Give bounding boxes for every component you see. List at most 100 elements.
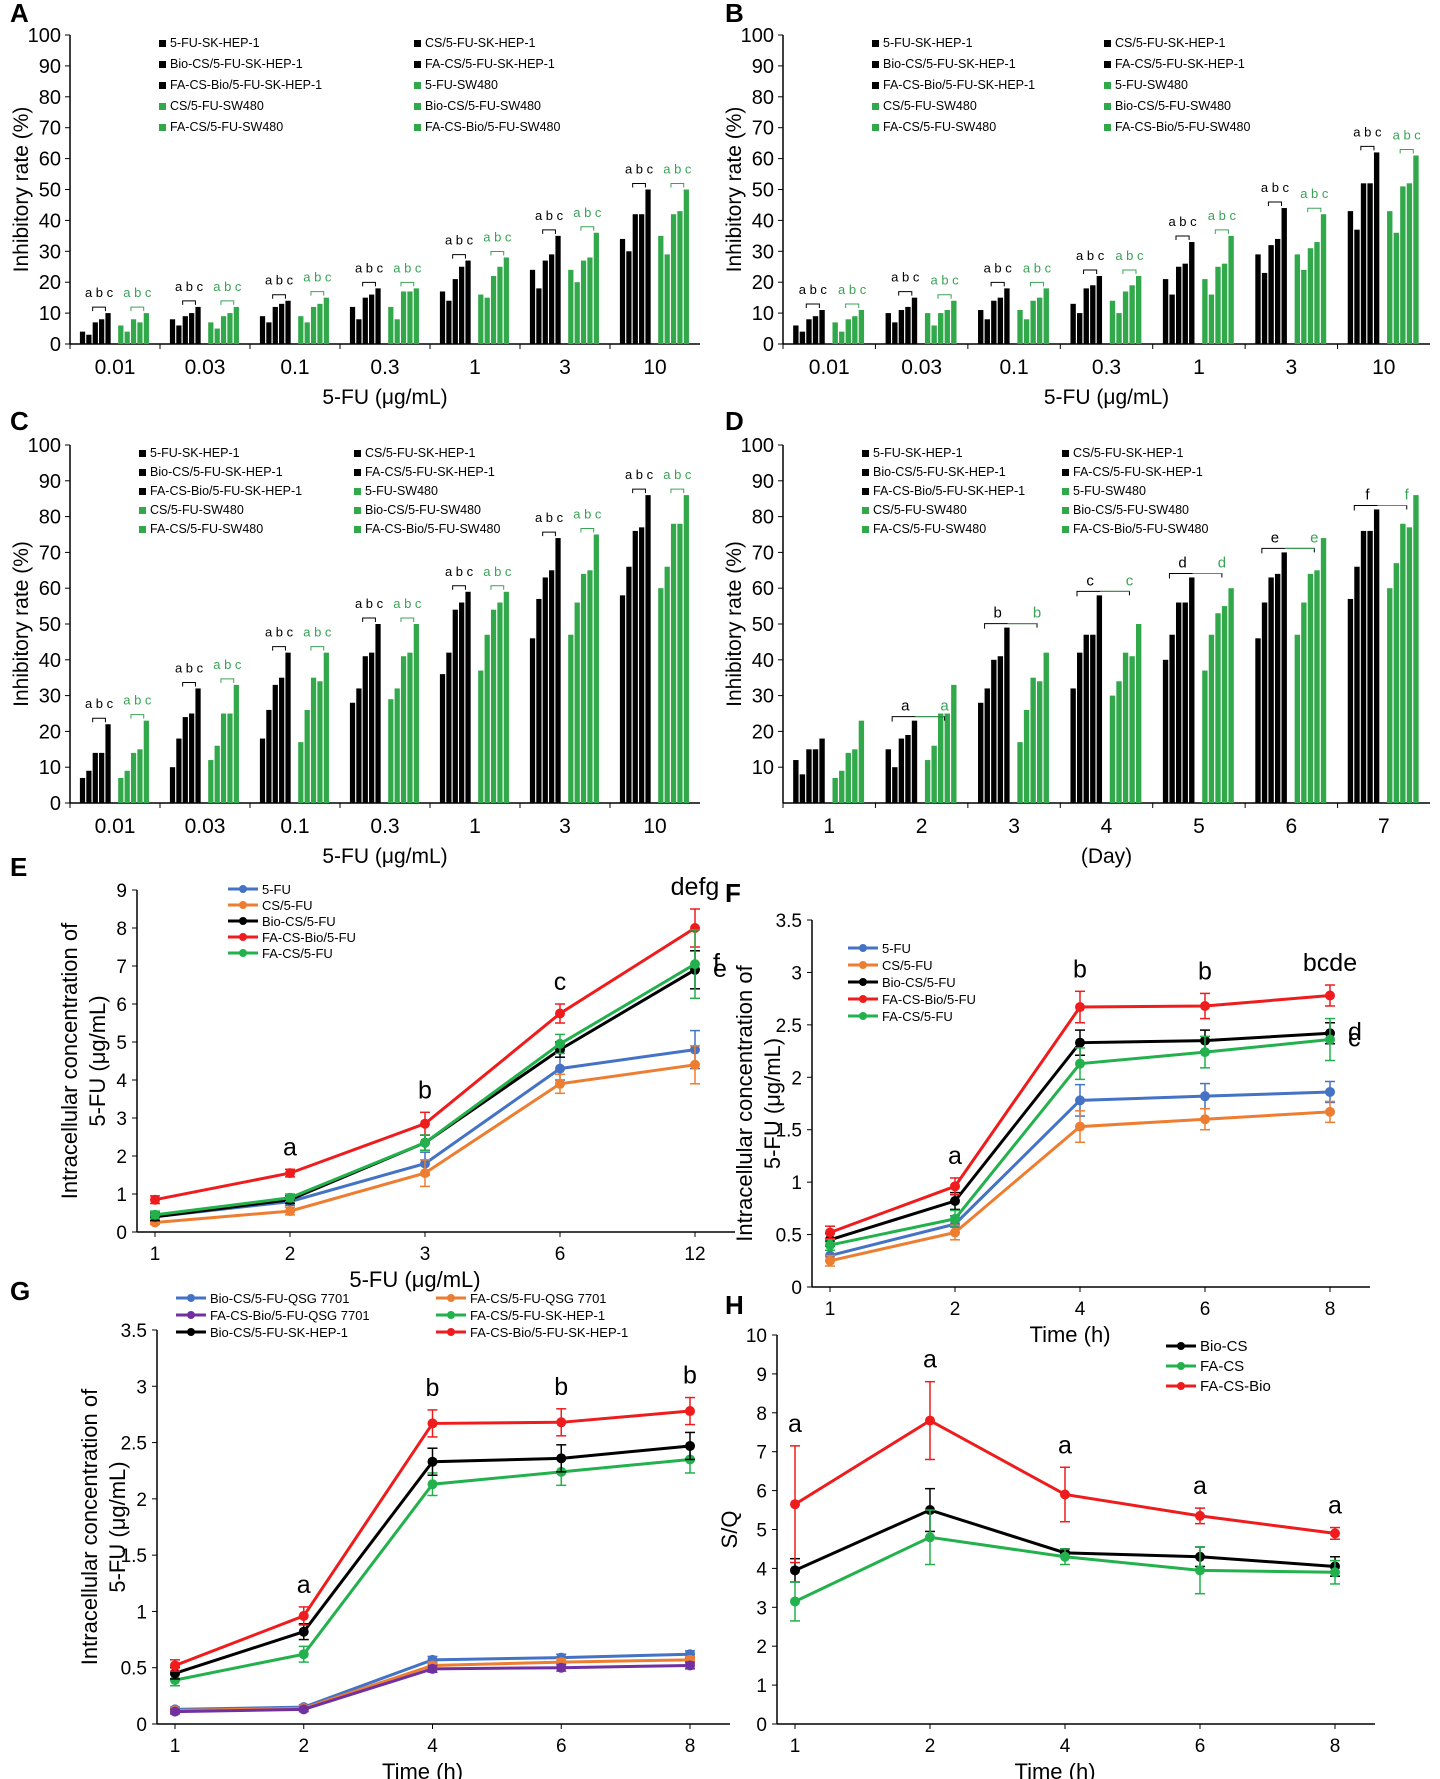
bar (1301, 602, 1307, 803)
data-point (170, 1706, 180, 1717)
y-tick-label: 30 (752, 241, 774, 263)
bar (272, 684, 278, 803)
bar (911, 297, 918, 344)
bar (176, 325, 182, 344)
y-tick-label: 7 (756, 1443, 767, 1464)
y-tick-label: 8 (756, 1404, 767, 1425)
legend-swatch (862, 488, 869, 495)
bar (978, 310, 984, 344)
bar (1083, 634, 1089, 803)
significance-label: b (1033, 605, 1041, 622)
bar (266, 709, 272, 803)
data-point (555, 1078, 565, 1089)
legend-label: FA-CS-Bio/5-FU (262, 930, 356, 945)
x-tick-label: 4 (427, 1736, 438, 1757)
legend-label: FA-CS/5-FU-SW480 (873, 522, 986, 536)
data-point (298, 1610, 309, 1621)
significance-label: a b c (123, 693, 152, 708)
significance-label: b (1198, 957, 1212, 985)
bar (1281, 208, 1287, 344)
bar (984, 319, 990, 344)
x-tick-label: 6 (555, 1244, 566, 1265)
panel-label-B: B (725, 0, 744, 28)
significance-label: b (554, 1373, 568, 1401)
legend-swatch (1062, 526, 1069, 533)
y-tick-label: 40 (39, 650, 61, 672)
legend-label: 5-FU-SW480 (365, 484, 438, 498)
significance-label: a (1328, 1492, 1342, 1520)
y-tick-label: 50 (39, 614, 61, 636)
legend-swatch (159, 61, 166, 68)
data-point (1075, 1095, 1085, 1106)
x-tick-label: 10 (1372, 356, 1395, 379)
bar (1354, 229, 1360, 344)
x-tick-label: 3 (1008, 815, 1020, 838)
data-point (1325, 1034, 1335, 1045)
legend-label: FA-CS-Bio/5-FU-SK-HEP-1 (883, 78, 1035, 92)
significance-label: f (1365, 486, 1370, 503)
significance-bracket (130, 306, 145, 312)
significance-bracket (1353, 504, 1408, 511)
legend-label: FA-CS-Bio/5-FU-SK-HEP-1 (150, 484, 302, 498)
significance-label: a b c (1353, 124, 1382, 139)
bar (1169, 634, 1175, 803)
significance-label: a b c (1261, 180, 1290, 195)
bar (478, 294, 484, 344)
bar (1030, 300, 1036, 344)
series-line (794, 1535, 1336, 1603)
bar (375, 624, 381, 803)
bar (529, 638, 536, 803)
legend-label: CS/5-FU (262, 898, 313, 913)
significance-bracket (898, 291, 913, 296)
y-tick-label: 2.5 (776, 1016, 802, 1037)
significance-bracket (182, 300, 196, 305)
bar (375, 288, 381, 344)
y-tick-label: 70 (752, 118, 774, 140)
data-point (285, 1206, 295, 1217)
x-tick-label: 3 (559, 356, 571, 379)
significance-label: a (788, 1410, 802, 1438)
x-axis-label: 5-FU (μg/mL) (322, 845, 447, 868)
y-tick-label: 0 (136, 1715, 147, 1736)
bar (298, 742, 304, 803)
bar (1017, 742, 1023, 803)
bar (1090, 285, 1096, 344)
y-tick-label: 1 (116, 1185, 127, 1206)
data-point (790, 1565, 800, 1576)
x-tick-label: 0.1 (280, 815, 309, 838)
legend-label: 5-FU-SK-HEP-1 (170, 36, 260, 50)
significance-bracket (990, 281, 1005, 287)
significance-bracket (1168, 572, 1223, 579)
significance-label: b (418, 1076, 432, 1104)
bar (1043, 652, 1049, 803)
bar (542, 260, 548, 344)
bar (1175, 602, 1182, 803)
bar (1037, 297, 1043, 344)
data-point (420, 1118, 430, 1129)
significance-bracket (400, 281, 415, 287)
data-point (1325, 1086, 1335, 1097)
y-axis-label: Inhibitory rate (%) (723, 107, 746, 273)
bar (587, 257, 593, 344)
bar (1400, 186, 1406, 344)
bar (1175, 266, 1182, 344)
bar (683, 495, 689, 803)
bar (632, 530, 638, 803)
bar (1162, 659, 1169, 803)
bar (1004, 288, 1010, 344)
y-tick-label: 2.5 (121, 1434, 147, 1455)
bar (118, 777, 124, 803)
bar (858, 720, 865, 803)
significance-bracket (272, 646, 286, 651)
data-point (1075, 1037, 1085, 1048)
bar (459, 266, 465, 344)
legend-label: FA-CS-Bio/5-FU (882, 992, 976, 1007)
y-tick-label: 1 (756, 1676, 767, 1697)
legend-label: CS/5-FU-SW480 (170, 99, 264, 113)
data-point (1330, 1567, 1340, 1578)
data-point (825, 1227, 835, 1238)
x-tick-label: 0.1 (280, 356, 309, 379)
bar (1274, 238, 1281, 344)
bar (1406, 183, 1413, 344)
